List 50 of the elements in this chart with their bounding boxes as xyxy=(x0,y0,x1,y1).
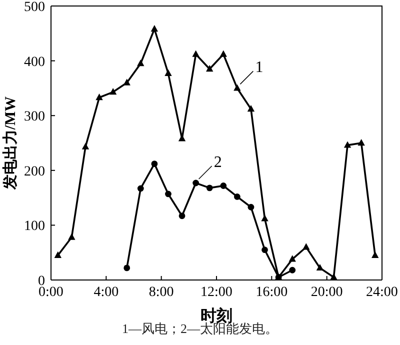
point xyxy=(68,233,76,240)
point xyxy=(288,255,296,262)
point xyxy=(220,182,227,189)
point xyxy=(372,251,379,258)
point xyxy=(220,50,227,57)
point xyxy=(164,69,172,76)
y-tick-label: 400 xyxy=(24,54,45,70)
point xyxy=(247,105,255,112)
x-tick-label: 8:00 xyxy=(148,284,174,300)
point xyxy=(151,160,158,168)
x-tick-label: 0:00 xyxy=(38,284,64,300)
point xyxy=(123,78,130,86)
point xyxy=(234,194,240,200)
point xyxy=(262,246,268,254)
point xyxy=(330,273,338,280)
point xyxy=(206,184,213,192)
y-axis-title: 发电出力/MW xyxy=(2,96,19,191)
point xyxy=(289,266,296,274)
point xyxy=(248,204,254,210)
point xyxy=(150,25,158,32)
point xyxy=(302,243,310,250)
point xyxy=(165,190,172,198)
point xyxy=(192,50,200,57)
y-tick-label: 300 xyxy=(24,110,45,125)
point xyxy=(178,212,186,220)
x-tick-label: 24:00 xyxy=(366,284,398,300)
y-tick-label: 500 xyxy=(24,0,45,15)
point xyxy=(124,264,130,272)
legend-label: 2 xyxy=(214,154,222,172)
y-tick-label: 100 xyxy=(24,219,45,234)
point xyxy=(358,139,365,146)
point xyxy=(82,142,90,150)
x-tick-label: 4:00 xyxy=(94,284,119,300)
x-axis-title: 时刻 xyxy=(200,307,232,325)
point xyxy=(261,214,268,222)
x-tick-label: 16:00 xyxy=(256,284,288,300)
point xyxy=(192,180,200,186)
point xyxy=(234,84,241,91)
point xyxy=(344,141,352,148)
point xyxy=(137,185,144,192)
x-tick-label: 20:00 xyxy=(310,284,343,300)
legend-label: 1 xyxy=(255,59,264,76)
point xyxy=(109,88,117,95)
x-tick-label: 12:00 xyxy=(200,284,232,300)
point xyxy=(96,94,103,100)
point xyxy=(316,264,324,271)
point xyxy=(206,65,214,72)
y-tick-label: 200 xyxy=(24,164,45,180)
point xyxy=(137,60,144,66)
point xyxy=(54,251,62,258)
